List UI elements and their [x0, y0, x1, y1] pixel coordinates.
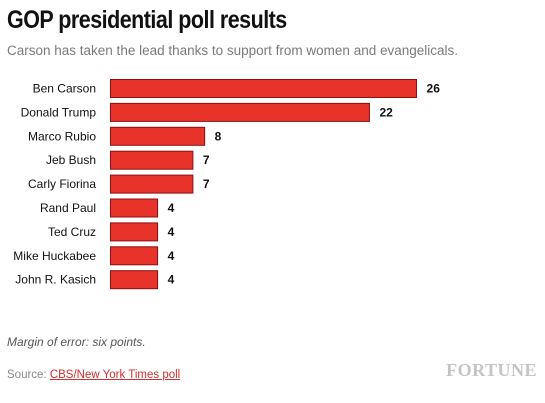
bar-rand-paul	[110, 198, 159, 218]
bar-john-r-kasich	[110, 270, 159, 290]
bar-carly-fiorina	[110, 174, 194, 194]
value-label-marco-rubio: 8	[215, 129, 222, 143]
category-label-john-r-kasich: John R. Kasich	[15, 273, 96, 287]
value-label-donald-trump: 22	[379, 105, 393, 119]
bar-chart: Ben Carson 26 Donald Trump 22 Marco Rubio 8 Je…	[13, 79, 441, 290]
bar-ted-cruz	[110, 222, 159, 242]
category-label-ben-carson: Ben Carson	[33, 82, 96, 96]
source-link[interactable]: CBS/New York Times poll	[49, 369, 181, 381]
value-label-ben-carson: 26	[427, 82, 441, 96]
chart-subtitle: Carson has taken the lead thanks to supp…	[7, 43, 459, 58]
value-label-ted-cruz: 4	[168, 225, 175, 239]
value-label-mike-huckabee: 4	[168, 249, 175, 263]
chart-title: GOP presidential poll results	[7, 6, 287, 34]
bar-mike-huckabee	[110, 246, 159, 266]
source-prefix: Source:	[7, 369, 50, 381]
value-label-rand-paul: 4	[168, 201, 175, 215]
margin-of-error-note: Margin of error: six points.	[7, 335, 146, 349]
category-label-carly-fiorina: Carly Fiorina	[28, 177, 96, 191]
value-label-jeb-bush: 7	[203, 153, 210, 167]
category-label-marco-rubio: Marco Rubio	[28, 129, 96, 143]
value-label-john-r-kasich: 4	[168, 273, 175, 287]
category-label-donald-trump: Donald Trump	[21, 105, 97, 119]
bar-marco-rubio	[110, 126, 206, 146]
bar-jeb-bush	[110, 150, 194, 170]
category-label-jeb-bush: Jeb Bush	[46, 153, 96, 167]
bar-donald-trump	[110, 102, 370, 122]
category-label-ted-cruz: Ted Cruz	[48, 225, 96, 239]
bar-ben-carson	[110, 79, 418, 98]
source-line: Source: CBS/New York Times poll	[7, 369, 180, 381]
category-label-rand-paul: Rand Paul	[40, 201, 96, 215]
fortune-logo: FORTUNE	[446, 360, 537, 380]
category-label-mike-huckabee: Mike Huckabee	[13, 249, 96, 263]
value-label-carly-fiorina: 7	[203, 177, 210, 191]
